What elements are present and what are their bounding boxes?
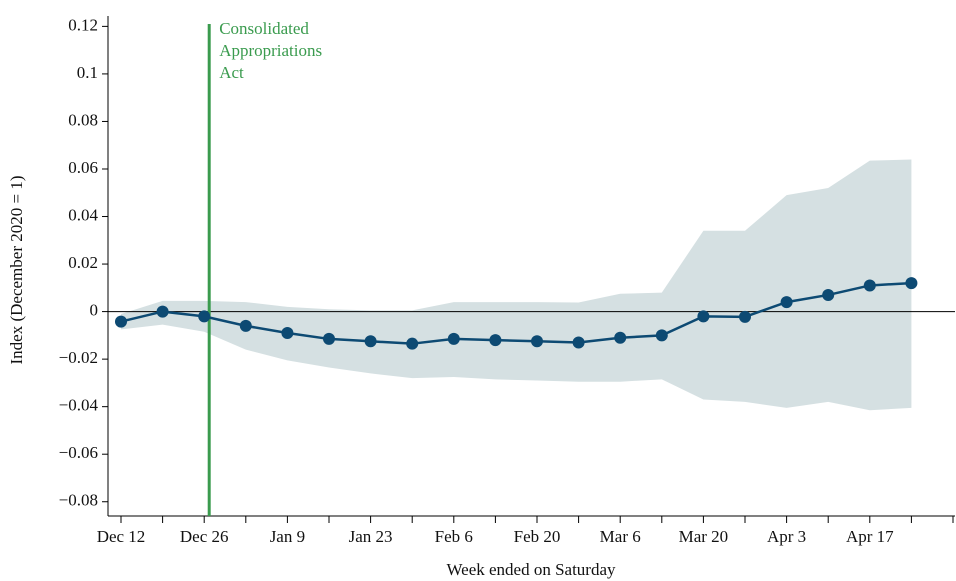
point	[572, 336, 585, 349]
y-tick-label: −0.08	[59, 491, 98, 510]
y-tick-label: 0.06	[68, 158, 98, 177]
x-tick-label: Mar 6	[600, 527, 641, 546]
x-tick-label: Mar 20	[679, 527, 729, 546]
confidence-band	[121, 159, 912, 411]
x-tick-label: Dec 12	[97, 527, 146, 546]
point	[115, 315, 127, 328]
point	[697, 310, 710, 323]
x-tick-label: Apr 3	[767, 527, 806, 546]
point	[323, 332, 335, 345]
y-tick-label: −0.04	[59, 396, 99, 415]
point	[156, 305, 169, 318]
x-tick-label: Dec 26	[180, 527, 229, 546]
y-tick-label: −0.06	[59, 443, 98, 462]
point	[447, 332, 460, 345]
point	[198, 310, 211, 323]
y-tick-label: 0.08	[68, 110, 98, 129]
y-tick-label: −0.02	[59, 348, 98, 367]
point	[863, 279, 876, 292]
point	[739, 310, 751, 323]
y-tick-label: 0.12	[68, 15, 98, 34]
annotation: Act	[219, 63, 244, 82]
point	[406, 337, 419, 350]
point	[531, 335, 543, 348]
point	[239, 319, 252, 332]
point	[489, 334, 502, 347]
annotation: Appropriations	[219, 41, 322, 60]
x-tick-label: Apr 17	[846, 527, 894, 546]
point	[614, 331, 627, 344]
y-axis-title: Index (December 2020 = 1)	[7, 176, 26, 365]
point	[655, 329, 668, 342]
y-tick-label: 0.1	[77, 63, 98, 82]
x-tick-label: Feb 20	[514, 527, 561, 546]
point	[364, 335, 377, 348]
x-tick-label: Jan 23	[349, 527, 393, 546]
point	[780, 296, 793, 309]
annotation: Consolidated	[219, 19, 309, 38]
series-line	[120, 281, 912, 345]
x-tick-label: Jan 9	[270, 527, 305, 546]
point	[905, 277, 918, 290]
y-tick-label: 0	[90, 301, 99, 320]
x-tick-label: Feb 6	[435, 527, 473, 546]
y-tick-label: 0.04	[68, 205, 98, 224]
y-tick-label: 0.02	[68, 253, 98, 272]
x-axis-title: Week ended on Saturday	[446, 560, 616, 579]
point	[281, 326, 294, 339]
point	[822, 288, 835, 301]
